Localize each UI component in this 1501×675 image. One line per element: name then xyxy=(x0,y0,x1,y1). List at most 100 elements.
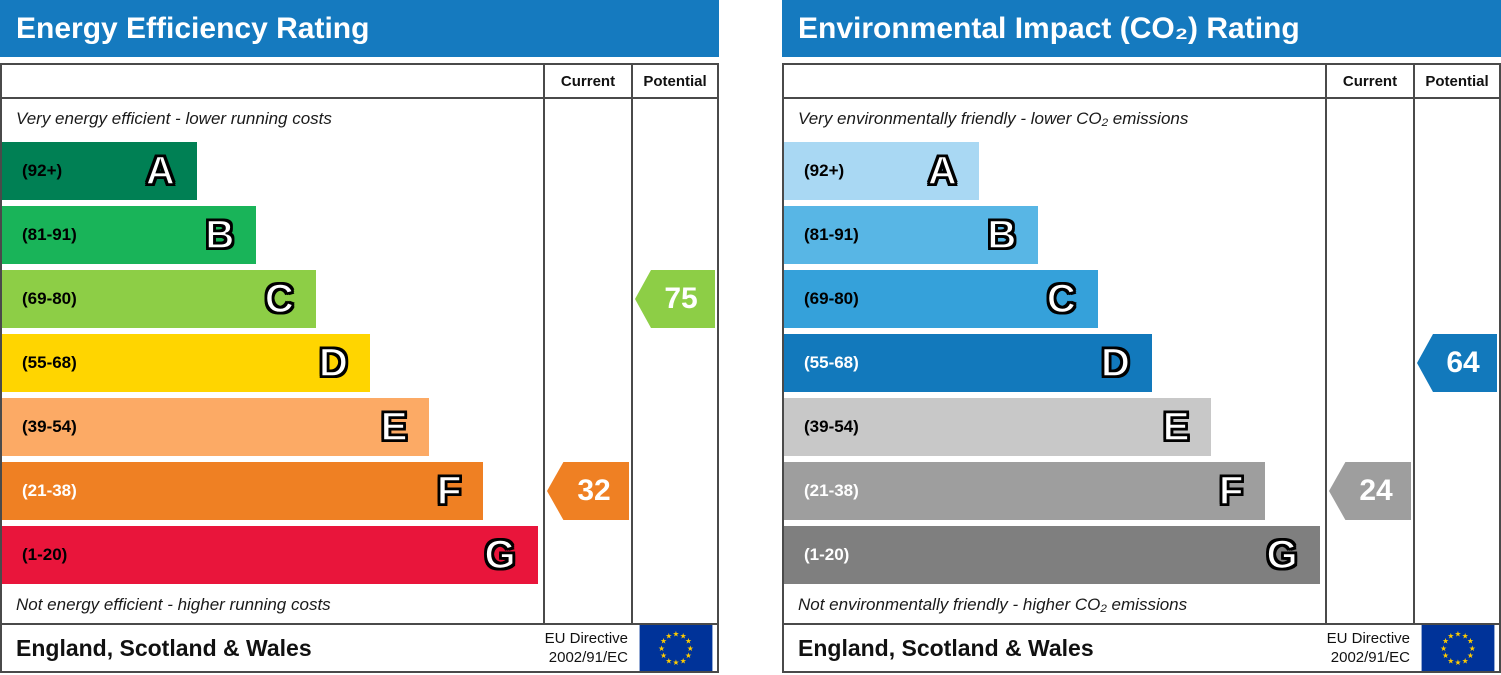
band-row-e: (39-54) E xyxy=(2,395,543,459)
band-row-a: (92+) A xyxy=(2,139,543,203)
current-column-header: Current xyxy=(1325,65,1413,97)
column-header-row: Current Potential xyxy=(2,65,717,99)
svg-text:★: ★ xyxy=(1455,630,1462,639)
band-bar-a: (92+) A xyxy=(784,142,979,200)
current-column-header: Current xyxy=(543,65,631,97)
top-note: Very environmentally friendly - lower CO… xyxy=(798,109,1189,128)
band-row-g: (1-20) G xyxy=(2,523,543,587)
potential-column-header: Potential xyxy=(1413,65,1499,97)
band-range-label: (1-20) xyxy=(804,545,850,564)
column-header-row: Current Potential xyxy=(784,65,1499,99)
band-range-label: (55-68) xyxy=(22,353,77,372)
band-letter: D xyxy=(318,341,348,385)
svg-text:★: ★ xyxy=(1442,651,1449,660)
chart-body: Very environmentally friendly - lower CO… xyxy=(784,99,1499,623)
environmental-impact-panel: Environmental Impact (CO₂) Rating Curren… xyxy=(782,0,1501,673)
eu-directive-line2: 2002/91/EC xyxy=(548,649,628,666)
potential-rating-marker: 75 xyxy=(635,270,715,328)
svg-text:★: ★ xyxy=(665,656,672,665)
rating-chart: Current Potential Very environmentally f… xyxy=(782,63,1501,625)
bottom-note: Not environmentally friendly - higher CO… xyxy=(798,595,1188,614)
page-title: Environmental Impact (CO₂) Rating xyxy=(798,11,1300,45)
potential-column-header: Potential xyxy=(631,65,717,97)
band-row-d: (55-68) D xyxy=(2,331,543,395)
svg-text:★: ★ xyxy=(1467,651,1474,660)
band-letter: A xyxy=(145,149,175,193)
band-bar-e: (39-54) E xyxy=(784,398,1212,456)
band-row-a: (92+) A xyxy=(784,139,1325,203)
panel-footer: England, Scotland & Wales EU Directive 2… xyxy=(782,623,1501,673)
band-range-label: (92+) xyxy=(22,161,63,180)
band-letter: B xyxy=(205,213,235,257)
panel-footer: England, Scotland & Wales EU Directive 2… xyxy=(0,623,719,673)
svg-text:★: ★ xyxy=(673,630,680,639)
svg-text:★: ★ xyxy=(680,631,687,640)
region-label: England, Scotland & Wales xyxy=(798,634,1094,661)
band-bar-d: (55-68) D xyxy=(2,334,370,392)
band-bar-c: (69-80) C xyxy=(784,270,1098,328)
svg-text:★: ★ xyxy=(665,631,672,640)
energy-efficiency-panel: Energy Efficiency Rating Current Potenti… xyxy=(0,0,719,673)
band-letter: C xyxy=(1046,277,1076,321)
band-bar-d: (55-68) D xyxy=(784,334,1152,392)
page-title: Energy Efficiency Rating xyxy=(16,11,370,45)
band-area: Very energy efficient - lower running co… xyxy=(2,99,543,623)
svg-text:★: ★ xyxy=(1462,656,1469,665)
region-label: England, Scotland & Wales xyxy=(16,634,312,661)
svg-text:★: ★ xyxy=(1462,631,1469,640)
svg-text:★: ★ xyxy=(1440,644,1447,653)
band-bar-e: (39-54) E xyxy=(2,398,430,456)
svg-text:★: ★ xyxy=(1469,644,1476,653)
current-rating-value: 24 xyxy=(1359,474,1393,507)
potential-rating-value: 75 xyxy=(664,282,698,315)
band-area: Very environmentally friendly - lower CO… xyxy=(784,99,1325,623)
band-letter: C xyxy=(264,277,294,321)
band-bar-f: (21-38) F xyxy=(784,462,1266,520)
svg-text:★: ★ xyxy=(1455,658,1462,667)
band-row-b: (81-91) B xyxy=(784,203,1325,267)
current-rating-value: 32 xyxy=(577,474,611,507)
svg-text:★: ★ xyxy=(685,637,692,646)
band-row-c: (69-80) C xyxy=(2,267,543,331)
band-letter: B xyxy=(987,213,1017,257)
band-row-f: (21-38) F xyxy=(784,459,1325,523)
eu-flag-icon: ★ ★★ ★★★ ★★★ ★★★ xyxy=(1421,625,1495,671)
current-rating-marker: 24 xyxy=(1329,462,1411,520)
band-letter: F xyxy=(1218,469,1244,513)
eu-directive-label: EU Directive 2002/91/EC xyxy=(1327,629,1410,667)
svg-text:★: ★ xyxy=(1442,637,1449,646)
svg-text:★: ★ xyxy=(660,637,667,646)
eu-directive-line2: 2002/91/EC xyxy=(1330,649,1410,666)
band-bar-c: (69-80) C xyxy=(2,270,316,328)
bottom-note: Not energy efficient - higher running co… xyxy=(16,595,331,614)
column-header-spacer xyxy=(784,65,1325,97)
band-bar-b: (81-91) B xyxy=(784,206,1039,264)
potential-rating-marker: 64 xyxy=(1417,334,1497,392)
panel-title-bar: Energy Efficiency Rating xyxy=(0,0,719,57)
band-range-label: (39-54) xyxy=(22,417,77,436)
band-row-g: (1-20) G xyxy=(784,523,1325,587)
rating-chart: Current Potential Very energy efficient … xyxy=(0,63,719,625)
svg-text:★: ★ xyxy=(1447,631,1454,640)
band-range-label: (21-38) xyxy=(804,481,859,500)
svg-text:★: ★ xyxy=(680,656,687,665)
svg-text:★: ★ xyxy=(1467,637,1474,646)
band-letter: A xyxy=(927,149,957,193)
potential-rating-value: 64 xyxy=(1446,346,1480,379)
current-rating-marker: 32 xyxy=(547,462,629,520)
band-bar-a: (92+) A xyxy=(2,142,197,200)
svg-text:★: ★ xyxy=(1447,656,1454,665)
eu-directive-line1: EU Directive xyxy=(544,630,628,647)
column-header-spacer xyxy=(2,65,543,97)
band-bar-b: (81-91) B xyxy=(2,206,257,264)
potential-rating-column: 64 xyxy=(1413,99,1499,623)
eu-directive-line1: EU Directive xyxy=(1326,630,1410,647)
panel-title-bar: Environmental Impact (CO₂) Rating xyxy=(782,0,1501,57)
current-rating-column: 24 xyxy=(1325,99,1413,623)
svg-text:★: ★ xyxy=(685,651,692,660)
current-rating-column: 32 xyxy=(543,99,631,623)
band-range-label: (92+) xyxy=(804,161,845,180)
band-letter: G xyxy=(484,533,517,577)
svg-text:★: ★ xyxy=(687,644,694,653)
